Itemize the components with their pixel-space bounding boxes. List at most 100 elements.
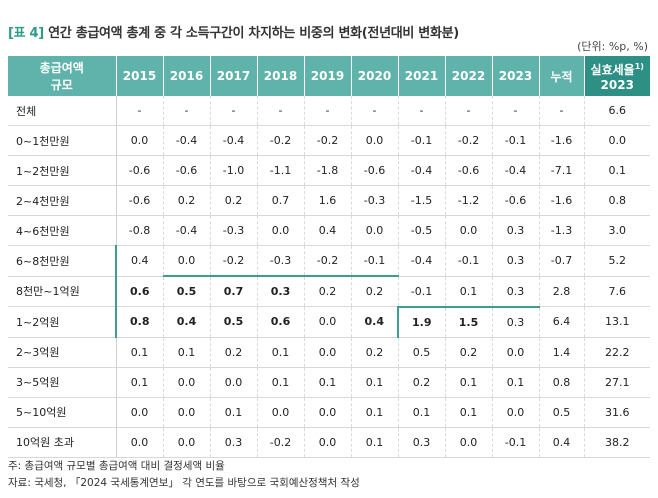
- table-cell: -1.2: [445, 185, 493, 216]
- table-cell: 0.3: [492, 276, 540, 307]
- table-cell: 0.1: [163, 337, 211, 368]
- table-cell: 38.2: [584, 427, 650, 458]
- row-label: 0~1천만원: [8, 125, 117, 156]
- table-cell: 2.8: [539, 276, 585, 307]
- table-cell: -0.6: [445, 155, 493, 186]
- table-cell: -1.6: [539, 185, 585, 216]
- table-cell: 0.5: [398, 337, 446, 368]
- table-row: 1~2천만원 -0.6 -0.6 -1.0 -1.1 -1.8 -0.6 -0.4 -0.6 -0…: [8, 155, 650, 186]
- table-row: 2~4천만원 -0.6 0.2 0.2 0.7 1.6 -0.3 -1.5 -1.2 -0.6 -1…: [8, 185, 650, 216]
- table-cell: 0.1: [351, 427, 399, 458]
- header-year: 2018: [257, 56, 305, 96]
- header-year: 2017: [210, 56, 258, 96]
- table-cell: 0.2: [304, 275, 352, 307]
- table-cell: -0.1: [398, 125, 446, 156]
- table-cell: -: [398, 96, 446, 126]
- table-cell: 0.0: [351, 125, 399, 156]
- table-cell: -0.4: [163, 215, 211, 246]
- table-cell: 31.6: [584, 397, 650, 428]
- table-cell: 0.2: [351, 275, 399, 307]
- table-cell: 5.2: [584, 245, 650, 277]
- table-title: [표 4] 연간 총급여액 총계 중 각 소득구간이 차지하는 비중의 변화(전…: [8, 22, 459, 41]
- table-cell: -0.4: [492, 155, 540, 186]
- row-label: 5~10억원: [8, 397, 117, 428]
- row-label: 10억원 초과: [8, 427, 117, 458]
- table-cell: 22.2: [584, 337, 650, 368]
- footnote-source: 자료: 국세청, 「2024 국세통계연보」 각 연도를 바탕으로 국회예산정책…: [8, 477, 360, 489]
- table-cell: 0.5: [210, 306, 258, 338]
- table-row: 2~3억원 0.1 0.1 0.2 0.1 0.0 0.2 0.5 0.2 0.0 1.4 22.2: [8, 337, 650, 368]
- table-cell: -0.6: [116, 185, 164, 216]
- table-cell: -0.5: [398, 215, 446, 246]
- table-cell: -1.1: [257, 155, 305, 186]
- table-cell: 0.1: [351, 367, 399, 398]
- table-cell: 6.6: [584, 96, 650, 126]
- table-cell: -0.2: [257, 427, 305, 458]
- table-cell: 0.2: [163, 185, 211, 216]
- data-table: 총급여액 규모 2015 2016 2017 2018 2019 2020 202…: [8, 56, 650, 458]
- table-cell: -: [492, 96, 540, 126]
- table-cell: -1.6: [539, 125, 585, 156]
- table-cell: -0.1: [351, 245, 399, 277]
- table-cell: -: [351, 96, 399, 126]
- table-cell: 0.0: [163, 397, 211, 428]
- table-cell: 0.0: [163, 367, 211, 398]
- table-cell: 0.1: [351, 397, 399, 428]
- table-cell: 0.0: [304, 427, 352, 458]
- table-cell: 0.7: [257, 185, 305, 216]
- header-row: 총급여액 규모 2015 2016 2017 2018 2019 2020 202…: [8, 56, 650, 96]
- header-year: 2020: [351, 56, 399, 96]
- header-year: 2021: [398, 56, 446, 96]
- row-label: 3~5억원: [8, 367, 117, 398]
- header-year: 2016: [163, 56, 211, 96]
- header-effective-tax-rate: 실효세율1) 2023: [584, 56, 650, 96]
- table-cell: 0.2: [351, 337, 399, 368]
- table-cell: 0.0: [445, 215, 493, 246]
- table-cell: 0.0: [304, 337, 352, 368]
- table-cell: 0.0: [351, 215, 399, 246]
- table-cell: -7.1: [539, 155, 585, 186]
- table-cell: 0.0: [304, 306, 352, 338]
- table-cell: 0.8: [115, 306, 164, 338]
- table-row: 5~10억원 0.0 0.0 0.1 0.0 0.0 0.1 0.1 0.1 0.0 0.5 31.6: [8, 397, 650, 428]
- table-row: 1~2억원 0.8 0.4 0.5 0.6 0.0 0.4 1.9 1.5 0.3 6.4 13.1: [8, 305, 650, 338]
- table-cell: -0.1: [492, 427, 540, 458]
- table-cell: 0.4: [304, 215, 352, 246]
- table-cell: 0.2: [398, 367, 446, 398]
- header-year: 2022: [445, 56, 493, 96]
- table-cell: 0.5: [539, 397, 585, 428]
- table-cell: -0.3: [257, 245, 305, 277]
- table-row: 10억원 초과 0.0 0.0 0.3 -0.2 0.0 0.1 0.3 0.0 -0.1 0.4 3…: [8, 427, 650, 458]
- table-cell: 0.4: [539, 427, 585, 458]
- row-label: 6~8천만원: [8, 245, 117, 277]
- table-cell: -1.8: [304, 155, 352, 186]
- table-cell: 0.0: [116, 125, 164, 156]
- table-cell: 0.1: [445, 397, 493, 428]
- table-cell: -1.5: [398, 185, 446, 216]
- table-cell: 0.0: [163, 245, 211, 277]
- table-cell: 1.9: [397, 305, 446, 338]
- table-cell: -0.1: [398, 276, 446, 307]
- table-cell: 0.2: [210, 185, 258, 216]
- table-cell: -0.8: [116, 215, 164, 246]
- header-year: 2019: [304, 56, 352, 96]
- row-label: 2~3억원: [8, 337, 117, 368]
- row-label: 1~2천만원: [8, 155, 117, 186]
- table-cell: 0.2: [445, 337, 493, 368]
- footnotes: 주: 총급여액 규모별 총급여액 대비 결정세액 비율 자료: 국세청, 「20…: [8, 458, 360, 492]
- table-cell: -: [116, 96, 164, 126]
- table-cell: 0.2: [210, 337, 258, 368]
- table-cell: -0.4: [163, 125, 211, 156]
- table-cell: 0.0: [257, 397, 305, 428]
- table-cell: 0.3: [210, 427, 258, 458]
- table-cell: 0.4: [163, 306, 211, 338]
- table-cell: -: [304, 96, 352, 126]
- table-cell: -0.2: [304, 245, 352, 277]
- table-cell: 0.3: [492, 305, 540, 338]
- header-year: 2015: [116, 56, 164, 96]
- table-cell: 13.1: [584, 306, 650, 338]
- table-cell: -0.7: [539, 245, 585, 277]
- table-cell: 0.3: [398, 427, 446, 458]
- table-cell: 0.5: [163, 275, 211, 307]
- table-row: 전체 - - - - - - - - - -6.6: [8, 96, 650, 126]
